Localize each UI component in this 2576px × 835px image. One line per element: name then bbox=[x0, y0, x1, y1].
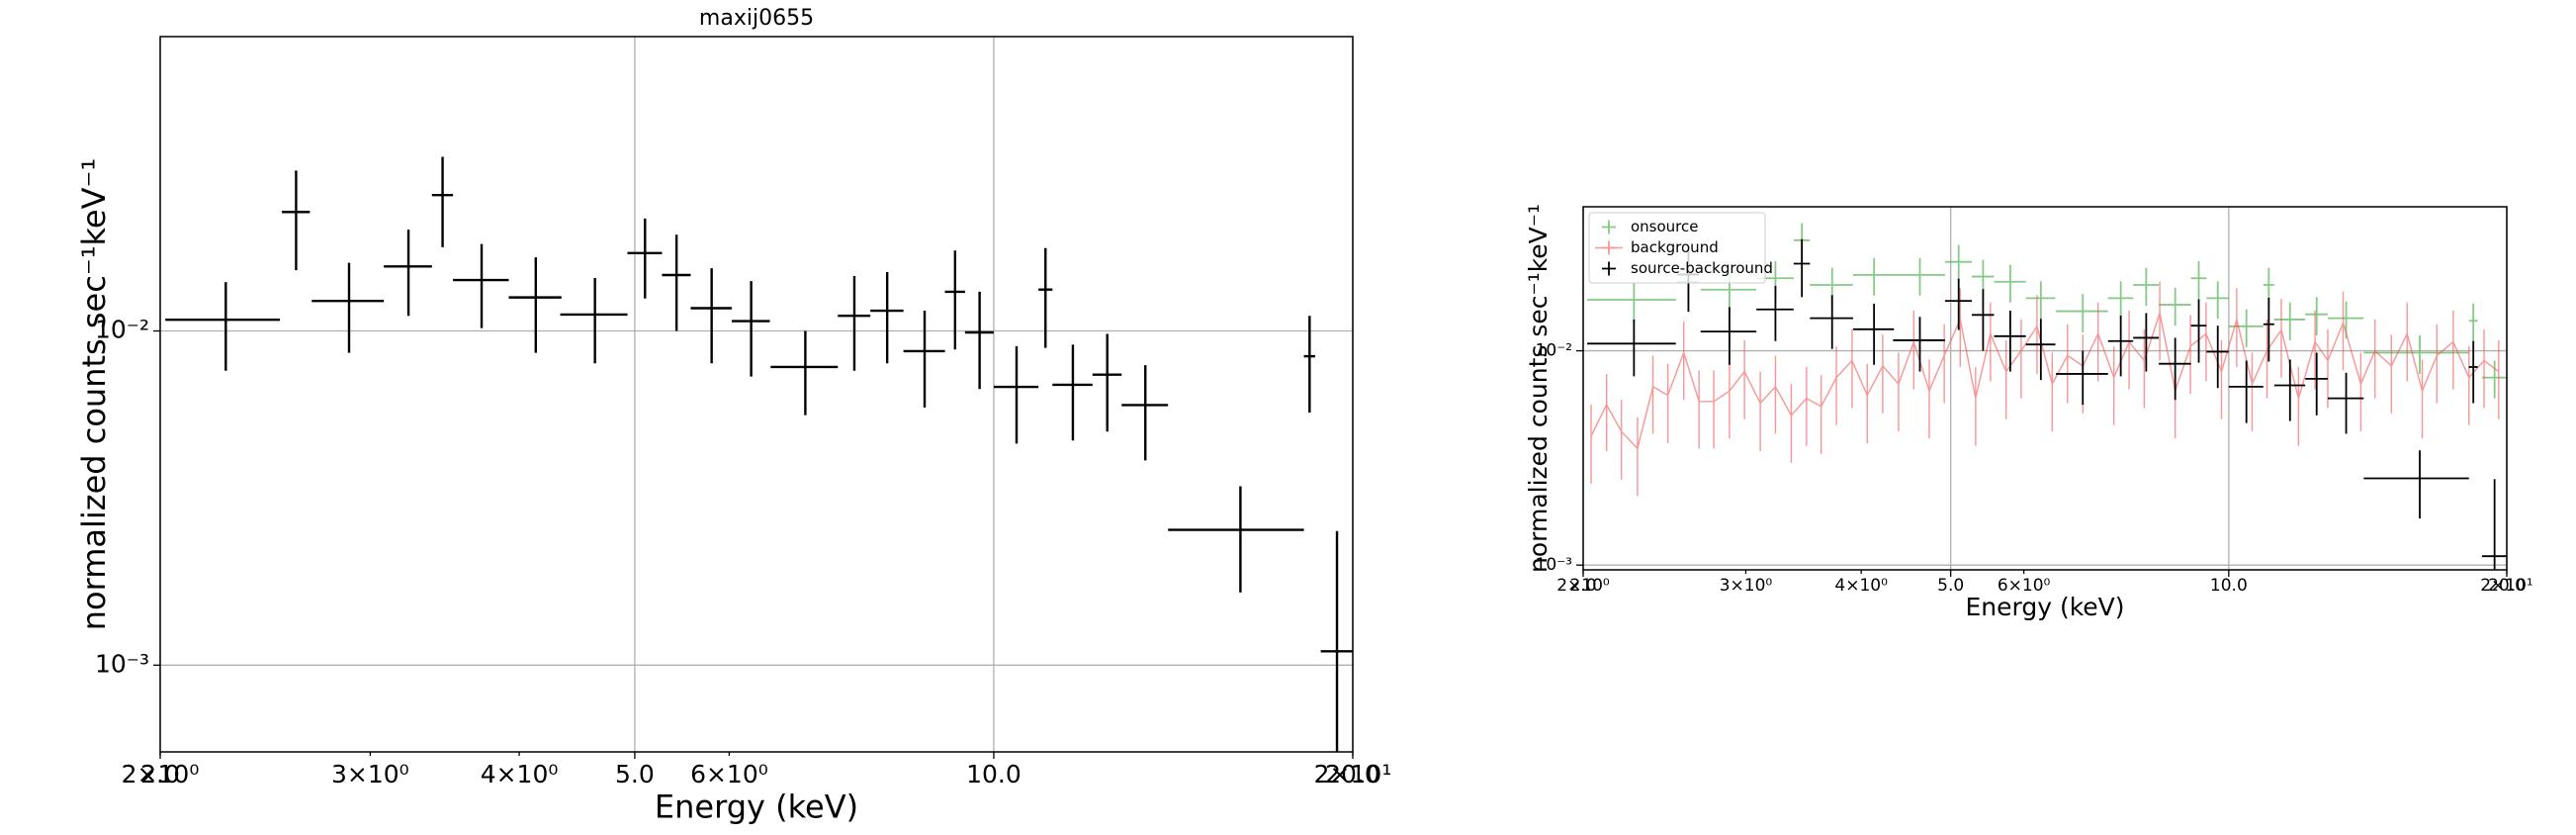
x-tick-label: 6×10⁰ bbox=[1998, 576, 2051, 596]
series bbox=[1590, 281, 2500, 497]
plot-area bbox=[165, 156, 1353, 752]
y-axis-label: normalized counts sec⁻¹keV⁻¹ bbox=[1524, 204, 1553, 573]
series bbox=[1587, 238, 2507, 570]
y-tick-label: 10⁻³ bbox=[1536, 555, 1572, 575]
legend-box bbox=[1588, 212, 1766, 284]
legend-marker bbox=[1595, 240, 1623, 255]
x-tick-label: 5.0 bbox=[615, 760, 655, 789]
x-tick-label: 2.0 bbox=[140, 760, 180, 789]
axes-frame bbox=[1582, 206, 2508, 571]
legend-label: onsource bbox=[1631, 218, 1699, 235]
y-axis-label: normalized counts sec⁻¹keV⁻¹ bbox=[75, 158, 113, 630]
x-tick-label: 10.0 bbox=[966, 760, 1022, 789]
legend-marker bbox=[1602, 220, 1616, 234]
x-tick-label: 6×10⁰ bbox=[690, 760, 768, 789]
y-tick-label: 10⁻² bbox=[1536, 341, 1572, 361]
x-tick-label: 20.0 bbox=[1325, 760, 1380, 789]
x-tick-label: 4×10⁰ bbox=[481, 760, 559, 789]
x-tick-label: 10.0 bbox=[2210, 576, 2248, 596]
x-tick-label: 2×10¹ bbox=[2480, 576, 2533, 596]
x-tick-label: 2×10⁰ bbox=[122, 760, 200, 789]
axes: 2×10⁰ 3×10⁰ 4×10⁰ 6×10⁰ 2×10¹ 2.0 5.0 10.0 20.0 1… bbox=[1524, 204, 2533, 621]
axes: 2×10⁰ 3×10⁰ 4×10⁰ 6×10⁰ 2×10¹ 2.0 5.0 10.0 20.0 1… bbox=[75, 6, 1391, 826]
series bbox=[1587, 223, 2507, 399]
chart-title: maxij0655 bbox=[699, 6, 814, 31]
y-tick-label: 10⁻³ bbox=[95, 649, 149, 678]
x-tick-label: 2×10¹ bbox=[1314, 760, 1392, 789]
x-tick-label: 3×10⁰ bbox=[1720, 576, 1773, 596]
axes-frame bbox=[159, 36, 1354, 753]
plot-area bbox=[1587, 223, 2507, 570]
x-tick-label: 20.0 bbox=[2488, 576, 2526, 596]
legend-label: background bbox=[1631, 238, 1719, 256]
x-tick-label: 2×10⁰ bbox=[1556, 576, 1610, 596]
line bbox=[1590, 310, 2500, 450]
x-tick-label: 4×10⁰ bbox=[1834, 576, 1888, 596]
x-axis-label: Energy (keV) bbox=[1965, 593, 2124, 621]
y-tick-label: 10⁻² bbox=[95, 316, 149, 344]
legend-label: source-background bbox=[1631, 259, 1773, 277]
x-axis-label: Energy (keV) bbox=[655, 789, 858, 826]
series bbox=[165, 156, 1353, 752]
x-tick-label: 3×10⁰ bbox=[331, 760, 409, 789]
legend-marker bbox=[1602, 261, 1616, 276]
x-tick-label: 5.0 bbox=[1937, 576, 1964, 596]
x-tick-label: 2.0 bbox=[1569, 576, 1596, 596]
